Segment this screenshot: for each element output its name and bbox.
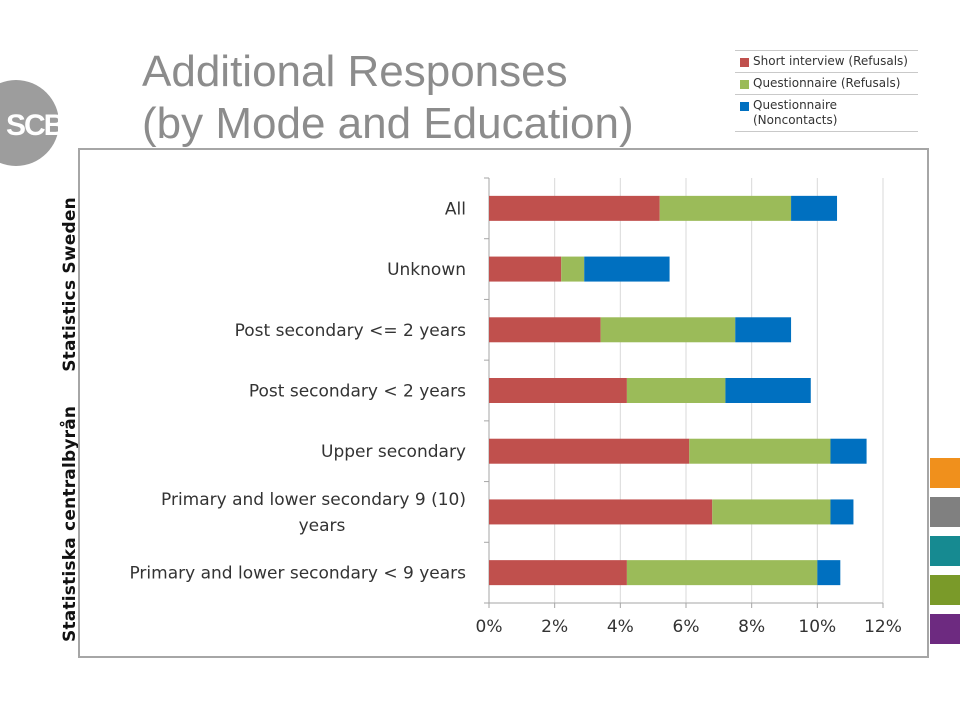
page-title: Additional Responses (by Mode and Educat… [142, 46, 634, 150]
category-label: Post secondary <= 2 years [235, 321, 467, 341]
category-label: Upper secondary [321, 442, 466, 462]
title-line-1: Additional Responses [142, 47, 568, 96]
bar-segment [489, 438, 690, 464]
bar-segment [830, 438, 867, 464]
scb-logo: SCB [0, 80, 67, 166]
category-label: Primary and lower secondary 9 (10) years [161, 490, 466, 536]
chart-frame: 0% 2% 4% 6% 8% 10% 12% All Unknown Post secondary… [78, 148, 929, 658]
side-tab-gray [930, 497, 960, 527]
bar-segment [489, 499, 713, 525]
side-tab-teal [930, 536, 960, 566]
bar-segment [659, 195, 792, 221]
bar-segment [600, 317, 736, 343]
x-tick-label: 8% [738, 617, 765, 637]
stacked-bar-chart: 0% 2% 4% 6% 8% 10% 12% All Unknown Post secondary… [129, 177, 902, 637]
x-tick-label: 12% [864, 617, 902, 637]
x-tick-label: 10% [798, 617, 836, 637]
category-label: All [445, 199, 466, 219]
bar-segment [489, 317, 601, 343]
bar-segment [735, 317, 792, 343]
title-line-2: (by Mode and Education) [142, 99, 634, 148]
x-tick-label: 0% [476, 617, 503, 637]
legend-label: Questionnaire (Refusals) [753, 76, 901, 90]
legend-swatch [740, 102, 749, 111]
legend-item-short-interview: Short interview (Refusals) [735, 50, 918, 72]
bar-segment [561, 256, 585, 282]
side-tab-olive [930, 575, 960, 605]
bar-segment [626, 560, 818, 586]
side-tab-purple [930, 614, 960, 644]
x-tick-label: 6% [673, 617, 700, 637]
legend-swatch [740, 80, 749, 89]
brand-name-swedish: Statistiska centralbyrån [60, 405, 80, 642]
category-label: Primary and lower secondary < 9 years [129, 564, 466, 584]
bar-segment [817, 560, 841, 586]
legend-item-questionnaire-noncontacts: Questionnaire (Noncontacts) [735, 94, 918, 132]
legend-label: Short interview (Refusals) [753, 54, 908, 68]
brand-name-english: Statistics Sweden [60, 197, 80, 372]
bar-segment [584, 256, 670, 282]
bar-segment [489, 256, 562, 282]
legend-swatch [740, 58, 749, 67]
svg-text:SCB: SCB [6, 109, 58, 142]
category-label: Post secondary < 2 years [249, 382, 466, 402]
side-tab-orange [930, 458, 960, 488]
bar-segment [689, 438, 831, 464]
x-tick-label: 4% [607, 617, 634, 637]
bar-segment [712, 499, 831, 525]
bar-segment [791, 195, 838, 221]
bar-segment [725, 378, 811, 403]
category-label: Unknown [387, 260, 466, 280]
brand-side-text: Statistiska centralbyrån Statistics Swede… [60, 197, 80, 642]
bar-segment [489, 195, 660, 221]
bar-segment [626, 378, 726, 403]
x-tick-label: 2% [541, 617, 568, 637]
bar-segment [489, 560, 627, 586]
legend-label: Questionnaire (Noncontacts) [753, 98, 838, 127]
legend-item-questionnaire-refusals: Questionnaire (Refusals) [735, 72, 918, 94]
chart-legend: Short interview (Refusals) Questionnaire… [735, 50, 918, 132]
bar-segment [830, 499, 854, 525]
bar-segment [489, 378, 627, 403]
